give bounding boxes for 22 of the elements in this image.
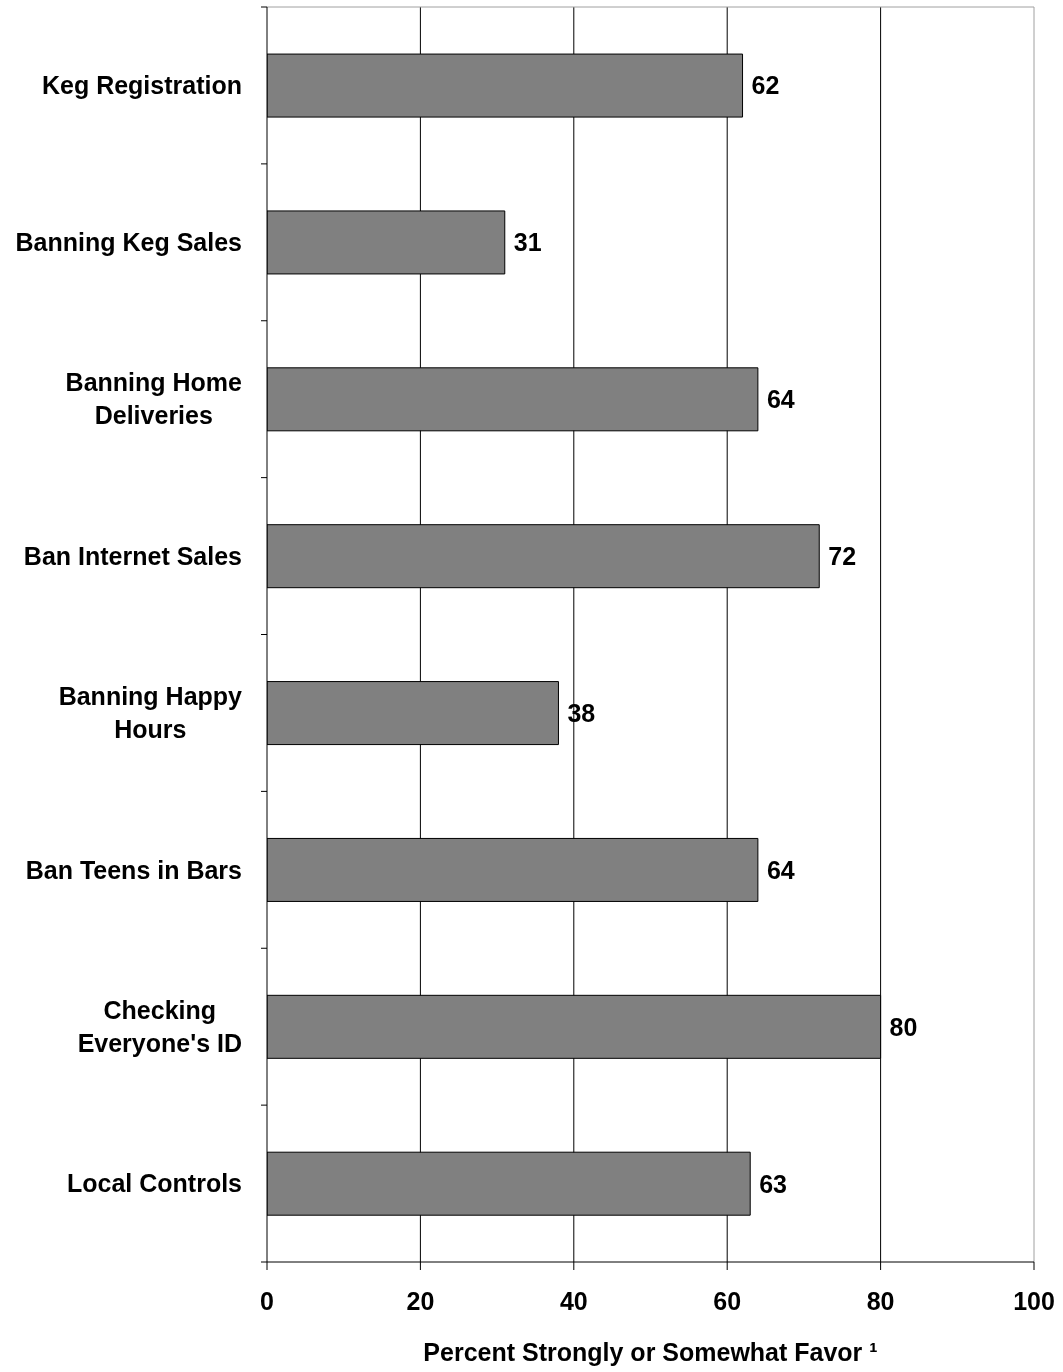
x-tick-label: 0 (260, 1286, 274, 1315)
y-tick-label: Ban Teens in Bars (25, 855, 242, 884)
x-tick-label: 100 (1013, 1286, 1055, 1315)
x-tick-label: 40 (559, 1286, 588, 1315)
data-label: 31 (513, 228, 542, 257)
y-tick-label: Checking Everyone's ID (77, 995, 242, 1057)
data-label: 63 (759, 1169, 788, 1198)
y-tick-label: Keg Registration (41, 71, 242, 100)
data-label: 62 (751, 71, 780, 100)
data-label: 72 (828, 542, 857, 571)
y-tick-label: Banning Keg Sales (15, 228, 243, 257)
data-label: 80 (889, 1012, 918, 1041)
y-tick-label: Local Controls (66, 1169, 242, 1198)
data-label: 64 (766, 385, 795, 414)
y-tick-label: Banning Home Deliveries (65, 368, 243, 430)
x-tick-label: 20 (406, 1286, 435, 1315)
x-tick-label: 80 (866, 1286, 895, 1315)
x-tick-label: 60 (713, 1286, 742, 1315)
y-tick-label: Ban Internet Sales (23, 541, 243, 570)
y-tick-label: Banning Happy Hours (58, 682, 243, 744)
data-label: 64 (766, 855, 795, 884)
x-axis-title: Percent Strongly or Somewhat Favor ¹ (423, 1338, 878, 1366)
